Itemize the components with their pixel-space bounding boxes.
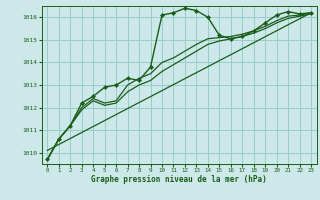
X-axis label: Graphe pression niveau de la mer (hPa): Graphe pression niveau de la mer (hPa) [91, 175, 267, 184]
